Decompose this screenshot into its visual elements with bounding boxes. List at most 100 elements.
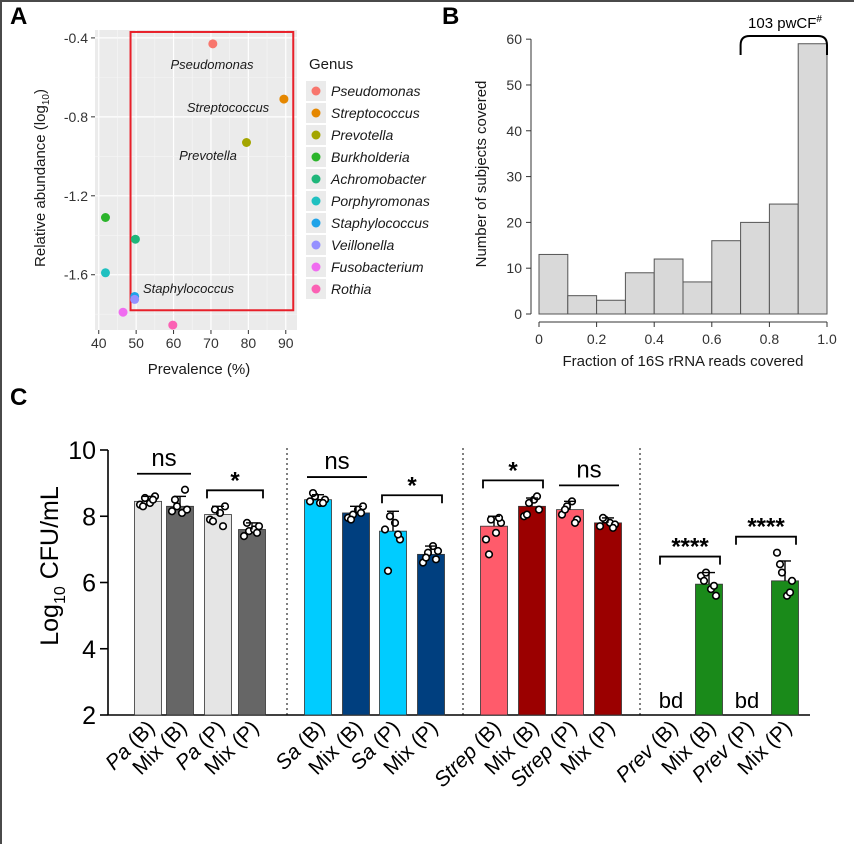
panel-c-comparisons: ns * ns * * ns **** **** (137, 445, 797, 565)
legend-label-pseudomonas: Pseudomonas (331, 83, 421, 99)
panel-c-y-label-main: Log (36, 604, 64, 646)
c-bar (238, 529, 266, 716)
legend-label-burkholderia: Burkholderia (331, 149, 410, 165)
a-y-tick-label: -0.4 (64, 30, 88, 46)
scatter-point-achromobacter (130, 234, 140, 244)
legend-swatch-pseudomonas (311, 86, 321, 96)
legend-label-fusobacterium: Fusobacterium (331, 259, 424, 275)
b-y-tick-label: 10 (506, 260, 522, 276)
panel-a-scatter: Pseudomonas Streptococcus Prevotella Sta… (32, 30, 430, 378)
panel-a-x-axis-label: Prevalence (%) (148, 361, 251, 378)
legend-swatch-prevotella (311, 130, 321, 140)
c-y-tick-label: 8 (82, 503, 96, 531)
panel-b-bracket-label: 103 pwCF# (748, 14, 822, 32)
annotation-prevotella: Prevotella (179, 148, 237, 163)
panel-a-points (100, 39, 289, 330)
comparison-bracket (381, 494, 443, 504)
legend-swatch-staphylococcus (311, 218, 321, 228)
annotation-streptococcus: Streptococcus (187, 100, 270, 115)
a-x-tick-label: 80 (241, 335, 257, 351)
c-data-point (709, 581, 719, 590)
b-y-tick-label: 30 (506, 169, 522, 185)
legend-label-veillonella: Veillonella (331, 237, 395, 253)
panel-b-x-ticks: 0 0.2 0.4 0.6 0.8 1.0 (535, 322, 837, 347)
a-x-tick-label: 50 (128, 335, 144, 351)
c-data-point (421, 553, 431, 562)
significance-label: **** (671, 534, 709, 561)
legend-label-streptococcus: Streptococcus (331, 105, 420, 121)
bracket-label-superscript: # (816, 14, 822, 25)
panel-c-y-ticks: 2 4 6 8 10 (68, 437, 108, 730)
legend-swatch-fusobacterium (311, 262, 321, 272)
panel-c-bars (134, 499, 799, 716)
c-y-tick-label: 6 (82, 570, 96, 598)
comparison-bracket (735, 535, 797, 545)
annotation-pseudomonas: Pseudomonas (170, 57, 254, 72)
annotation-staphylococcus: Staphylococcus (143, 281, 235, 296)
c-data-point (167, 507, 177, 516)
c-data-point (380, 525, 390, 534)
bracket-label-main: 103 pwCF (748, 15, 816, 32)
panel-c-group-dividers (286, 448, 641, 715)
panel-c-x-labels: Pa (B)Mix (B)Pa (P)Mix (P) Sa (B)Mix (B)S… (101, 716, 796, 792)
c-bar (771, 580, 799, 716)
c-data-point (699, 576, 709, 585)
c-data-point (534, 505, 544, 514)
significance-label: ns (151, 445, 176, 472)
b-x-tick-label: 0.8 (760, 331, 780, 347)
c-data-point (182, 505, 192, 514)
c-bar (379, 530, 407, 716)
histogram-bar (682, 281, 713, 315)
c-data-point (393, 530, 403, 539)
c-bar (417, 553, 445, 716)
c-data-point (431, 555, 441, 564)
histogram-bar (567, 295, 598, 315)
panel-b-bars (538, 43, 828, 315)
c-bar (594, 522, 622, 716)
b-y-tick-label: 60 (506, 31, 522, 47)
c-data-point (148, 495, 158, 504)
c-data-point (772, 548, 782, 557)
significance-label: * (230, 467, 240, 494)
c-data-point (208, 517, 218, 526)
a-x-tick-label: 60 (166, 335, 182, 351)
c-data-point (254, 522, 264, 531)
scatter-point-pseudomonas (208, 39, 218, 49)
a-x-tick-label: 90 (278, 335, 294, 351)
b-x-tick-label: 0.6 (702, 331, 722, 347)
scatter-point-veillonella (130, 294, 140, 304)
c-data-point (608, 523, 618, 532)
panel-c-letter: C (10, 384, 27, 411)
legend-swatch-rothia (311, 284, 321, 294)
c-data-point (787, 576, 797, 585)
c-data-point (711, 591, 721, 600)
c-data-point (239, 532, 249, 541)
c-data-point (491, 528, 501, 537)
c-data-point (180, 485, 190, 494)
legend-label-prevotella: Prevotella (331, 127, 393, 143)
scatter-point-prevotella (242, 138, 251, 147)
c-bar (695, 583, 723, 716)
b-y-tick-label: 40 (506, 123, 522, 139)
panel-c-error-bars (142, 494, 791, 585)
panel-c-y-label-subscript: 10 (52, 586, 69, 604)
a-x-tick-label: 40 (91, 335, 107, 351)
histogram-bar (768, 203, 799, 315)
legend-label-rothia: Rothia (331, 281, 372, 297)
bd-label: bd (735, 688, 759, 713)
significance-label: * (407, 472, 417, 499)
panel-c-bd-labels: bd bd (659, 688, 759, 713)
c-data-point (252, 528, 262, 537)
a-x-tick-label: 70 (203, 335, 219, 351)
histogram-bar (596, 299, 626, 315)
legend-swatch-streptococcus (311, 108, 321, 118)
panel-c-y-axis-label: Log10 CFU/mL (36, 486, 69, 646)
b-x-tick-label: 1.0 (817, 331, 837, 347)
panel-b-y-ticks: 0 10 20 30 40 50 60 (506, 31, 531, 322)
legend-swatch-burkholderia (311, 152, 321, 162)
panel-c-points (135, 485, 797, 600)
panel-a-plot-background (95, 30, 297, 330)
b-y-tick-label: 50 (506, 77, 522, 93)
c-data-point (560, 505, 570, 514)
panel-b-y-axis-label: Number of subjects covered (473, 81, 490, 268)
